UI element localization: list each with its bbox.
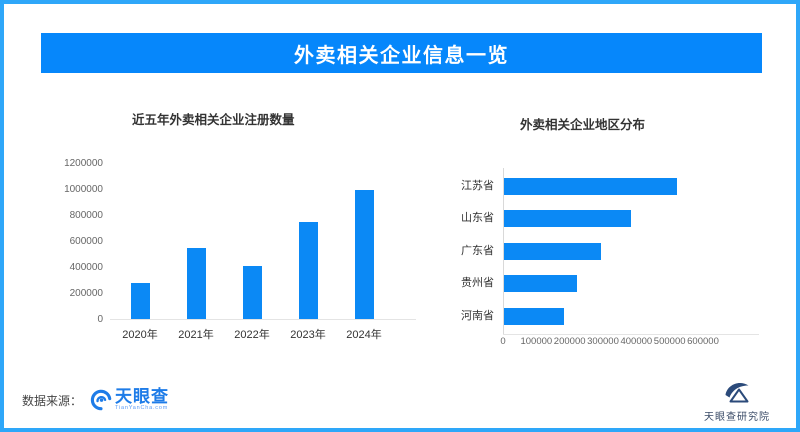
x-axis-tick-label: 300000: [587, 336, 619, 347]
x-axis-tick-label: 100000: [520, 336, 553, 347]
institute-logo-icon: [725, 383, 749, 403]
institute-logo: 天眼查研究院: [700, 378, 774, 423]
y-axis-tick-label: 600000: [69, 236, 103, 247]
tianyancha-logo-url: TianYanCha.com: [115, 405, 169, 412]
y-axis-tick-label: 0: [97, 314, 103, 325]
province-label: 河南省: [461, 309, 494, 322]
region-bar: [504, 210, 631, 228]
tianyancha-logo-text: 天眼查: [115, 387, 170, 407]
data-source-label: 数据来源：: [22, 393, 83, 408]
registration-bar: [130, 282, 150, 319]
y-axis-tick-label: 400000: [69, 262, 103, 273]
registration-bar: [298, 221, 318, 319]
x-axis-line: [110, 319, 416, 320]
page-title: 外卖相关企业信息一览: [294, 44, 509, 67]
y-axis-tick-label: 1000000: [64, 184, 103, 195]
x-axis-tick-label: 200000: [553, 336, 586, 347]
y-axis-tick-label: 200000: [69, 288, 103, 299]
regions-chart-title: 外卖相关企业地区分布: [520, 118, 646, 132]
registration-bar: [186, 247, 206, 319]
x-axis-line: [503, 334, 759, 335]
registration-bar: [242, 265, 262, 319]
x-axis-tick-label: 600000: [687, 336, 719, 347]
header-banner: 外卖相关企业信息一览: [41, 33, 762, 73]
data-source: 数据来源： 天眼查 TianYanCha.com: [22, 385, 169, 415]
year-label: 2023年: [290, 329, 326, 341]
x-axis-tick-label: 0: [500, 336, 506, 347]
year-label: 2022年: [234, 329, 270, 341]
region-bar: [504, 242, 601, 260]
tianyancha-logo-text-block: 天眼查 TianYanCha.com: [115, 388, 169, 412]
province-label: 江苏省: [461, 180, 494, 192]
year-label: 2024年: [346, 329, 382, 341]
province-label: 贵州省: [461, 277, 494, 290]
year-label: 2020年: [122, 329, 158, 341]
province-label: 广东省: [461, 244, 494, 257]
tianyancha-logo: 天眼查 TianYanCha.com: [90, 388, 169, 412]
y-axis-tick-label: 800000: [69, 210, 103, 221]
x-axis-tick-label: 400000: [620, 336, 653, 347]
y-axis-line: [503, 168, 504, 334]
registration-bar: [354, 190, 374, 319]
region-bar: [504, 178, 678, 195]
x-axis-tick-label: 500000: [653, 336, 686, 347]
registrations-chart-title: 近五年外卖相关企业注册数量: [132, 113, 295, 127]
institute-name: 天眼查研究院: [704, 412, 770, 423]
region-bar: [504, 307, 564, 325]
region-bar: [504, 275, 578, 293]
tianyancha-eye-icon: [90, 390, 112, 411]
province-label: 山东省: [461, 212, 494, 225]
year-label: 2021年: [178, 329, 214, 341]
y-axis-tick-label: 1200000: [64, 158, 103, 169]
